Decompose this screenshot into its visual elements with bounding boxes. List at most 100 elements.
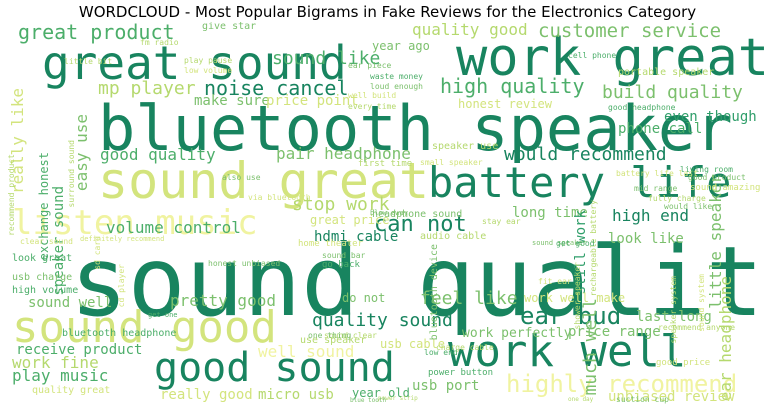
word-stop-work: stop work xyxy=(292,194,390,215)
word-highly-recommend: highly recommend xyxy=(506,370,738,398)
word-listen-music: listen music xyxy=(12,203,258,243)
word-living-room: living room xyxy=(680,165,733,174)
word-low-volume: low volume xyxy=(184,66,233,75)
word-charge-cable: charge cable xyxy=(436,343,494,352)
word-high-end: high end xyxy=(612,206,690,225)
word-high-volume: high volume xyxy=(12,285,79,296)
word-little-speaker: little speaker xyxy=(706,174,725,309)
word-sound-like: sound like xyxy=(272,48,381,69)
word-honest-review: honest review xyxy=(458,97,552,111)
word-cell-phone: cell phone xyxy=(568,51,617,60)
word-fully-charge: fully charge xyxy=(648,194,706,203)
word-work-well: work well xyxy=(448,326,687,377)
word-play-music: play music xyxy=(12,366,109,385)
word-audio-cable: audio cable xyxy=(420,231,487,242)
word-mp-player: mp player xyxy=(98,78,196,99)
word-power-strip: power strip xyxy=(378,395,418,402)
word-rechargeable-battery: rechargeable battery xyxy=(589,200,598,297)
word-quality-sound: quality sound xyxy=(312,310,453,331)
word-get-good: get good xyxy=(556,239,595,248)
word-look-like: look like xyxy=(608,231,684,247)
word-usb-cable: usb cable xyxy=(380,337,446,351)
word-fit-ear: fit ear xyxy=(538,277,572,286)
word-sound-amazing: sound amazing xyxy=(690,183,761,193)
word-also-use: also use xyxy=(222,173,261,182)
word-long-time: long time xyxy=(512,205,588,221)
word-good-headphone: good headphone xyxy=(608,103,676,112)
word-well-sound: well sound xyxy=(258,342,355,361)
word-year-old: year old xyxy=(352,386,410,400)
word-can-not: can not xyxy=(374,212,467,237)
word-ear-piece: ear piece xyxy=(348,61,392,70)
word-one-thing: one thing xyxy=(308,331,352,340)
word-sound-well: sound well xyxy=(28,295,113,311)
word-volume-control: volume control xyxy=(106,218,241,237)
word-great-price: great price xyxy=(310,213,390,227)
word-every-time: every time xyxy=(348,102,397,111)
word-would-recommend: would recommend xyxy=(504,144,667,165)
word-well-build: well build xyxy=(348,91,397,100)
word-speaker-system: speaker system xyxy=(669,276,678,344)
word-portable-speaker: portable speaker xyxy=(618,67,715,78)
word-shower-speaker: shower speaker xyxy=(573,262,582,330)
word-small-speaker: small speaker xyxy=(420,158,483,167)
word-good-quality: good quality xyxy=(100,145,216,164)
word-unbiased-review: unbiased review xyxy=(608,389,735,405)
word-high-quality: high quality xyxy=(440,74,585,98)
word-work-fine: work fine xyxy=(12,353,99,372)
word-honest-unbiased: honest unbiased xyxy=(208,259,281,268)
word-usb-port: usb port xyxy=(412,378,480,394)
word-pretty-good: pretty good xyxy=(170,291,276,310)
word-give-star: give star xyxy=(202,22,257,32)
word-work-perfectly: work perfectly xyxy=(462,326,572,341)
word-great-product: great product xyxy=(18,22,175,44)
word-work-great: work great xyxy=(456,28,768,88)
word-feel-like: feel like xyxy=(420,288,518,309)
word-first-time: first time xyxy=(358,159,413,169)
word-get-one: get one xyxy=(148,311,178,319)
word-much-well: much well xyxy=(580,298,601,396)
word-receive-product: receive product xyxy=(16,342,143,358)
word-easy-use: easy use xyxy=(72,114,91,192)
word-fm-radio: fm radio xyxy=(140,38,179,47)
word-good-sound: good sound xyxy=(154,345,395,391)
word-sound-bar: sound bar xyxy=(322,251,366,260)
word-sound-speaker: sound speaker xyxy=(532,239,587,247)
word-loud-enough: loud enough xyxy=(370,82,423,91)
word-great-sound: great sound xyxy=(42,36,347,90)
word-last-long: last long xyxy=(636,309,712,325)
word-use-speaker: use speaker xyxy=(300,335,367,346)
word-sound-great: sound great xyxy=(98,152,430,210)
word-go-back: go back xyxy=(322,260,360,270)
word-suction-cup: suction cup xyxy=(616,395,669,404)
word-price-point: price point xyxy=(266,93,359,109)
word-make-sure: make sure xyxy=(194,93,270,109)
word-look-great: look great xyxy=(12,253,73,264)
word-headphone-sound: headphone sound xyxy=(372,209,463,220)
word-good-price: good price xyxy=(656,358,711,368)
word-sound-good: sound good xyxy=(12,302,277,353)
word-sound-clear: sound clear xyxy=(324,331,377,340)
word-build-quality: build quality xyxy=(602,82,743,103)
word-recommend-anyone: recommend anyone xyxy=(658,323,736,332)
word-year-ago: year ago xyxy=(372,39,430,53)
word-phone-call: phone call xyxy=(618,121,703,137)
word-power-button: power button xyxy=(428,368,494,378)
word-quality-good: quality good xyxy=(412,22,528,39)
word-blow-away: blow away xyxy=(370,209,408,217)
word-waste-money: waste money xyxy=(370,72,423,81)
word-quality-great: quality great xyxy=(32,385,111,396)
word-hdmi-cable: hdmi cable xyxy=(314,229,399,245)
word-one-day: one day xyxy=(568,396,594,403)
word-bluetooth-device: bluetooth device xyxy=(429,244,440,341)
word-do-not: do not xyxy=(342,291,386,305)
page-title: WORDCLOUD - Most Popular Bigrams in Fake… xyxy=(78,3,697,21)
word-battery-life-last: battery life last xyxy=(616,169,698,178)
word-blue-tooth: blue tooth xyxy=(350,397,387,404)
word-low-end: low end xyxy=(424,348,458,357)
word-pair-headphone: pair headphone xyxy=(276,144,411,163)
word-stay-ear: stay ear xyxy=(482,217,521,226)
word-noise-cancel: noise cancel xyxy=(204,76,349,100)
word-customer-service: customer service xyxy=(538,22,722,42)
word-good-product: good product xyxy=(688,173,746,182)
